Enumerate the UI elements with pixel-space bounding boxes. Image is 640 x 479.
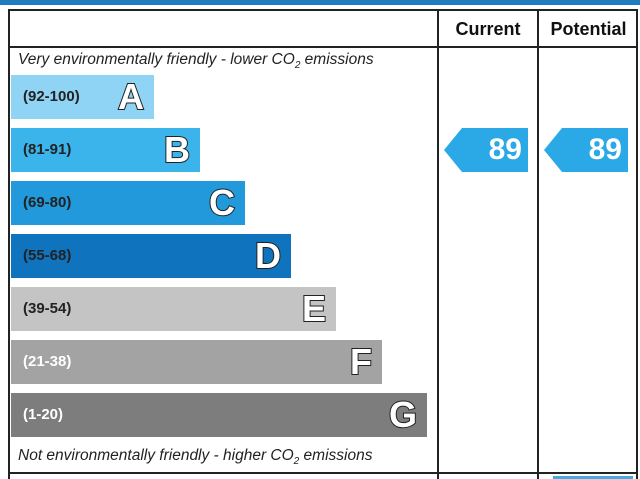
column-header-potential: Potential bbox=[550, 19, 627, 39]
band-letter: G bbox=[388, 394, 418, 436]
band-letter: F bbox=[349, 341, 373, 383]
potential-arrow-shape bbox=[544, 128, 628, 172]
band-range-label: (92-100) bbox=[23, 88, 80, 105]
divider-potential bbox=[537, 9, 539, 479]
band-range-label: (55-68) bbox=[23, 247, 72, 264]
band-letter: A bbox=[117, 76, 145, 118]
band-e: (39-54) E bbox=[11, 287, 336, 331]
current-rating-arrow: 89 bbox=[444, 128, 528, 172]
band-c: (69-80) C bbox=[11, 181, 245, 225]
chart-frame bbox=[8, 9, 638, 479]
caption-top: Very environmentally friendly - lower CO… bbox=[18, 51, 374, 72]
band-range-label: (81-91) bbox=[23, 141, 72, 158]
band-range-label: (21-38) bbox=[23, 353, 72, 370]
band-letter: D bbox=[254, 235, 282, 277]
top-rule bbox=[0, 0, 640, 5]
band-letter: B bbox=[163, 129, 191, 171]
bottom-tab bbox=[553, 476, 633, 479]
band-letter: C bbox=[208, 182, 236, 224]
potential-rating-value: 89 bbox=[588, 133, 622, 166]
band-letter: E bbox=[301, 288, 327, 330]
current-arrow-shape bbox=[444, 128, 528, 172]
header-rule bbox=[8, 46, 638, 48]
footer-rule bbox=[8, 472, 638, 474]
potential-rating-arrow: 89 bbox=[544, 128, 628, 172]
band-range-label: (69-80) bbox=[23, 194, 72, 211]
band-d: (55-68) D bbox=[11, 234, 291, 278]
caption-bottom: Not environmentally friendly - higher CO… bbox=[18, 447, 373, 468]
band-range-label: (1-20) bbox=[23, 406, 64, 423]
band-range-label: (39-54) bbox=[23, 300, 72, 317]
current-rating-value: 89 bbox=[488, 133, 522, 166]
band-f: (21-38) F bbox=[11, 340, 382, 384]
divider-current bbox=[437, 9, 439, 479]
column-header-current: Current bbox=[455, 19, 521, 39]
band-g: (1-20) G bbox=[11, 393, 427, 437]
band-b: (81-91) B bbox=[11, 128, 200, 172]
band-a: (92-100) A bbox=[11, 75, 154, 119]
